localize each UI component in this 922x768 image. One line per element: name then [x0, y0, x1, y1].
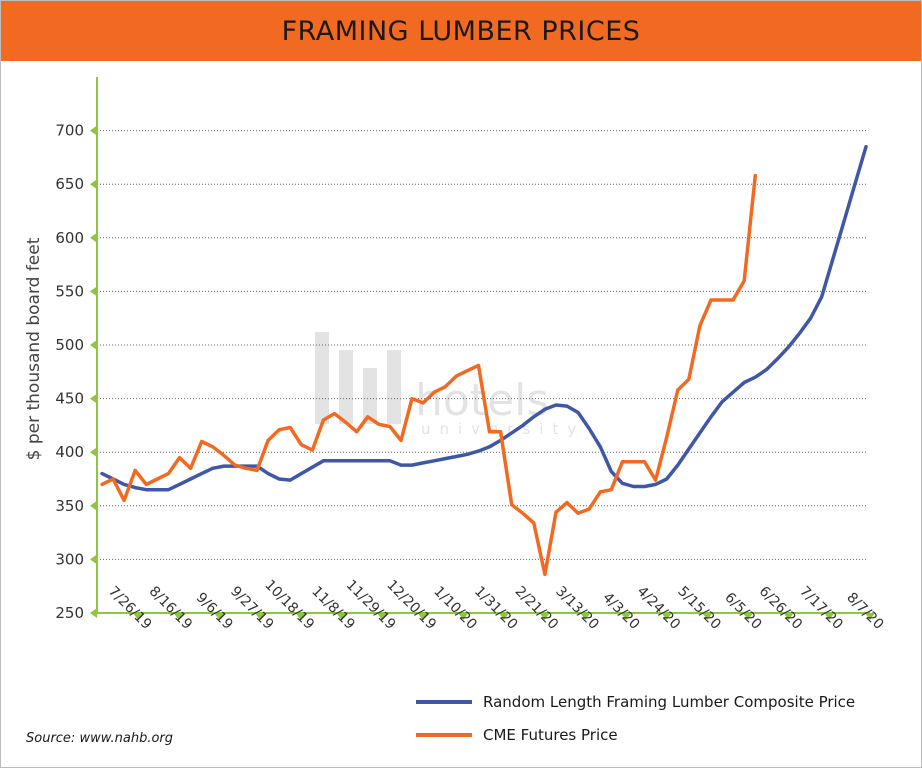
x-tick-label: 8/7/20	[843, 590, 886, 633]
y-tick-arrow	[90, 393, 97, 404]
y-tick-arrow	[90, 340, 97, 350]
x-tick-arrow	[539, 613, 550, 620]
y-tick-arrow	[90, 554, 97, 565]
x-tick-label: 6/26/20	[756, 583, 805, 632]
legend: Random Length Framing Lumber Composite P…	[416, 693, 855, 744]
x-tick-arrow	[499, 613, 509, 620]
x-tick-label: 1/31/20	[471, 583, 520, 632]
x-tick-arrow	[702, 613, 713, 620]
y-tick-label: 450	[55, 390, 84, 408]
series-line	[100, 144, 868, 492]
y-tick-arrow	[90, 125, 97, 136]
y-tick-arrow	[90, 179, 97, 190]
legend-label: CME Futures Price	[483, 726, 618, 744]
x-axis-ticks: 7/26/198/16/199/6/199/27/1910/18/1911/8/…	[105, 577, 886, 633]
y-tick-label: 650	[55, 175, 84, 193]
y-tick-label: 550	[55, 282, 84, 300]
x-tick-arrow	[743, 613, 753, 620]
series-lines	[100, 144, 868, 577]
x-tick-arrow	[255, 613, 265, 620]
y-axis-label: $ per thousand board feet	[24, 237, 44, 460]
y-tick-label: 250	[55, 604, 84, 622]
x-tick-arrow	[173, 613, 184, 620]
x-tick-arrow	[621, 613, 631, 620]
y-axis-ticks: 250 300 350 400 450 500 550 600 650 700	[55, 122, 97, 622]
x-tick-label: 1/10/20	[430, 583, 479, 632]
gridlines	[97, 130, 866, 560]
y-tick-arrow	[90, 447, 97, 458]
x-tick-arrow	[865, 613, 875, 620]
legend-label: Random Length Framing Lumber Composite P…	[483, 693, 855, 711]
y-tick-label: 350	[55, 497, 84, 515]
x-tick-label: 7/26/19	[105, 583, 154, 632]
y-tick-label: 300	[55, 550, 84, 568]
source-note: Source: www.nahb.org	[26, 731, 174, 746]
x-tick-label: 7/17/20	[796, 583, 845, 632]
series-line	[100, 173, 758, 577]
y-tick-label: 500	[55, 336, 84, 354]
x-tick-arrow	[580, 613, 591, 620]
x-tick-arrow	[377, 613, 387, 620]
x-tick-arrow	[783, 613, 794, 620]
x-tick-label: 5/15/20	[674, 583, 723, 632]
y-tick-arrow	[90, 608, 97, 618]
x-tick-arrow	[214, 613, 225, 620]
x-tick-label: 2/21/20	[512, 583, 561, 632]
x-tick-label: 4/24/20	[634, 583, 683, 632]
y-tick-label: 700	[55, 122, 84, 140]
title-bar: FRAMING LUMBER PRICES	[1, 1, 921, 61]
x-tick-arrow	[661, 613, 672, 620]
y-tick-label: 400	[55, 443, 84, 461]
x-tick-arrow	[295, 613, 306, 620]
y-tick-arrow	[90, 500, 97, 511]
x-tick-arrow	[336, 613, 347, 620]
chart-title: FRAMING LUMBER PRICES	[281, 15, 641, 47]
x-tick-label: 3/13/20	[552, 583, 601, 632]
x-tick-arrow	[417, 613, 428, 620]
y-tick-arrow	[90, 232, 97, 243]
x-tick-arrow	[133, 613, 143, 620]
x-tick-arrow	[458, 613, 469, 620]
x-tick-label: 8/16/19	[146, 583, 195, 632]
x-tick-arrow	[824, 613, 835, 620]
y-tick-arrow	[90, 286, 97, 297]
y-tick-label: 600	[55, 229, 84, 247]
